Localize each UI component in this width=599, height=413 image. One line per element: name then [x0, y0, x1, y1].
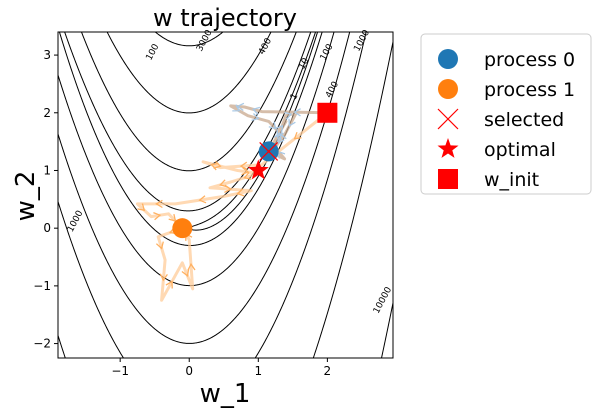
y-tick-label: 1: [43, 163, 51, 177]
legend: process 0 process 1 selected optimal w_init: [420, 33, 592, 195]
w-init-marker: [317, 102, 338, 123]
x-tick-label: 1: [254, 364, 262, 378]
y-tick-label: −2: [33, 337, 51, 351]
y-axis-ticks: −2 −1 0 1 2 3: [33, 48, 58, 351]
trajectory-arrow: [155, 241, 164, 250]
trajectory-arrow: [198, 195, 207, 204]
trajectory-arrow: [284, 111, 293, 120]
x-tick-label: 2: [324, 364, 332, 378]
legend-frame: [420, 33, 592, 195]
marker-layer: [172, 102, 338, 239]
trajectory-arrow: [159, 273, 168, 282]
trajectory-arrow: [288, 118, 296, 127]
trajectory-arrow: [243, 172, 252, 180]
trajectory-arrow: [293, 131, 302, 140]
contour-line-3000: [58, 39, 393, 358]
contour-line-1000: [58, 32, 367, 358]
trajectory-arrow: [165, 280, 173, 289]
contour-layer: [58, 32, 393, 358]
contour-line-100: [80, 32, 297, 172]
legend-label: w_init: [484, 169, 539, 191]
x-axis-ticks: −1 0 1 2: [111, 358, 331, 378]
trajectory-arrow: [239, 161, 248, 170]
x-tick-label: 0: [185, 364, 193, 378]
trajectory-arrow: [275, 124, 284, 133]
contour-label: 1: [289, 92, 301, 102]
contour-line-400: [58, 32, 351, 344]
trajectory-arrow: [268, 121, 277, 130]
trajectory-arrow: [219, 179, 228, 188]
trajectory-arrow: [187, 262, 196, 271]
trajectory-arrow: [276, 129, 284, 138]
contour-line-1: [188, 32, 319, 231]
legend-marker: [438, 169, 458, 189]
x-tick-label: −1: [111, 364, 129, 378]
legend-label: optimal: [484, 139, 556, 161]
trajectory-arrow: [236, 102, 245, 112]
trajectory-arrow: [232, 104, 241, 112]
y-tick-label: 2: [43, 106, 51, 120]
legend-marker: [438, 79, 458, 99]
trajectory-arrow: [293, 108, 301, 117]
final-point-1: [172, 218, 193, 239]
legend-marker: [437, 138, 459, 158]
legend-label: process 0: [484, 49, 575, 71]
trajectory-arrow: [251, 113, 260, 122]
selected-marker: [259, 142, 279, 161]
y-tick-label: −1: [33, 279, 51, 293]
legend-label: selected: [484, 109, 564, 131]
contour-line-100: [58, 32, 335, 287]
contour-line-10: [64, 32, 312, 212]
y-axis-label: w_2: [11, 171, 41, 222]
trajectory-arrow: [224, 184, 232, 193]
legend-label: process 1: [484, 79, 575, 101]
x-axis-label: w_1: [200, 379, 251, 409]
plot-frame: [57, 31, 394, 359]
trajectory-arrow: [181, 268, 190, 277]
trajectory-arrow: [241, 166, 250, 176]
trajectory-arrow: [137, 203, 146, 212]
trajectory-arrow: [236, 188, 245, 197]
chart-title: w trajectory: [153, 4, 297, 32]
trajectory-arrow: [155, 199, 163, 209]
contour-line-10: [58, 32, 323, 246]
contour-label: 10: [297, 56, 311, 71]
optimal-marker: [247, 159, 269, 180]
contour-line-400: [106, 32, 272, 114]
y-tick-label: 0: [43, 221, 51, 235]
trajectory-arrow: [213, 160, 222, 169]
trajectory-arrow: [251, 106, 261, 115]
legend-marker: [438, 49, 458, 69]
legend-marker: [437, 108, 459, 130]
y-tick-label: 3: [43, 48, 51, 62]
trajectory-arrow: [153, 211, 162, 221]
trajectory-arrow: [277, 136, 285, 145]
